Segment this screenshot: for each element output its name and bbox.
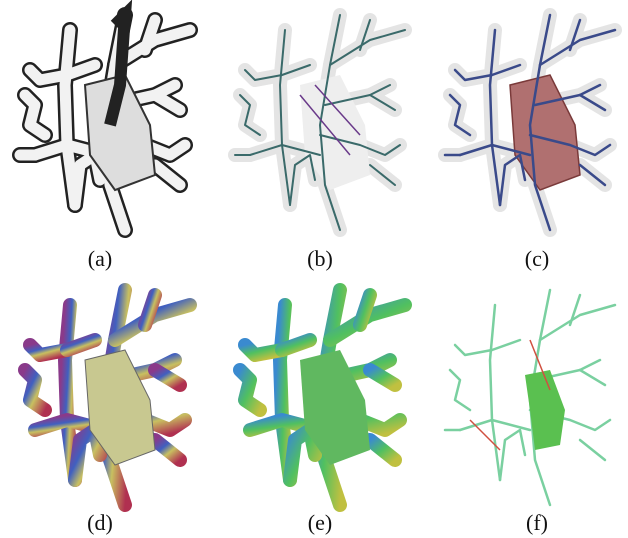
panel-a: [20, 15, 190, 230]
caption: (b): [307, 246, 333, 271]
caption: (e): [308, 510, 332, 535]
figure: (a) (b) (c) (d) (e) (f): [0, 0, 628, 538]
panel-e: [235, 290, 405, 505]
caption: (c): [525, 246, 549, 271]
caption: (f): [526, 510, 548, 535]
panel-b: [235, 15, 405, 230]
panel-f: [445, 290, 615, 505]
caption: (d): [87, 510, 113, 535]
caption: (a): [88, 246, 112, 271]
panel-c: [445, 15, 615, 230]
panel-d: [20, 290, 190, 505]
